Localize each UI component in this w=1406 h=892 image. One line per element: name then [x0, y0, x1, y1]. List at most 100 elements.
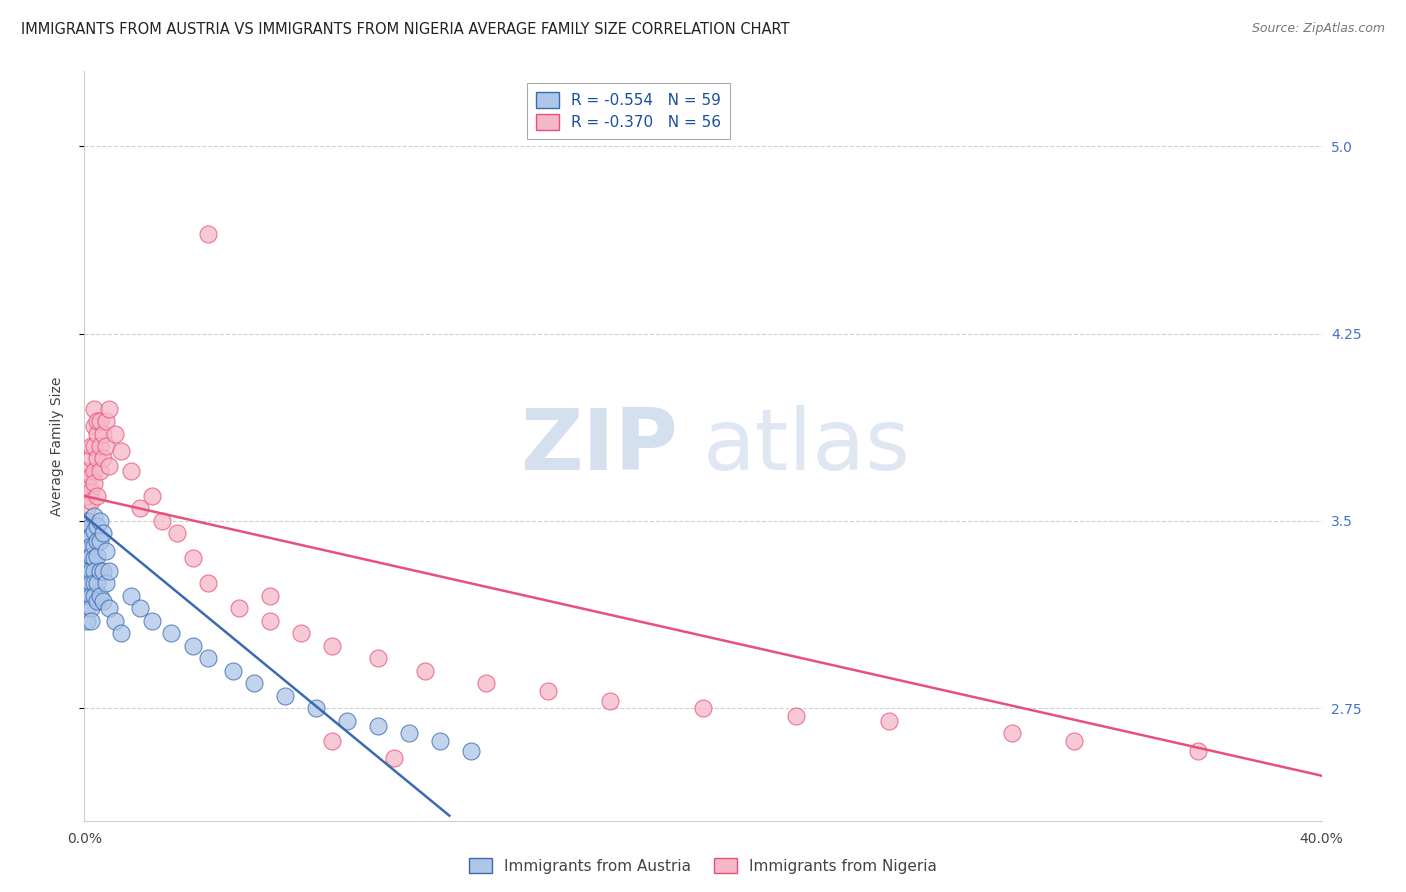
Point	[76, 476, 98, 491]
Point	[79, 614, 101, 628]
Point	[537, 683, 560, 698]
Point	[1187, 744, 1209, 758]
Point	[91, 526, 114, 541]
Legend: R = -0.554   N = 59, R = -0.370   N = 56: R = -0.554 N = 59, R = -0.370 N = 56	[527, 83, 731, 139]
Point	[94, 439, 117, 453]
Legend: Immigrants from Austria, Immigrants from Nigeria: Immigrants from Austria, Immigrants from…	[463, 852, 943, 880]
Point	[79, 589, 101, 603]
Point	[83, 476, 105, 491]
Point	[79, 564, 101, 578]
Point	[305, 701, 328, 715]
Point	[79, 529, 101, 543]
Point	[382, 751, 405, 765]
Point	[98, 401, 121, 416]
Point	[120, 589, 142, 603]
Point	[1063, 733, 1085, 747]
Point	[166, 526, 188, 541]
Point	[83, 508, 105, 523]
Point	[197, 227, 219, 241]
Point	[141, 614, 163, 628]
Point	[160, 626, 183, 640]
Point	[110, 626, 132, 640]
Text: ZIP: ZIP	[520, 404, 678, 488]
Point	[336, 714, 359, 728]
Point	[76, 544, 98, 558]
Point	[83, 464, 105, 478]
Point	[141, 489, 163, 503]
Point	[259, 589, 281, 603]
Text: atlas: atlas	[703, 404, 911, 488]
Point	[150, 514, 173, 528]
Point	[83, 564, 105, 578]
Point	[398, 726, 420, 740]
Point	[79, 483, 101, 498]
Point	[89, 564, 111, 578]
Point	[367, 719, 389, 733]
Point	[86, 489, 108, 503]
Point	[259, 614, 281, 628]
Point	[76, 614, 98, 628]
Point	[475, 676, 498, 690]
Point	[76, 564, 98, 578]
Point	[94, 544, 117, 558]
Point	[76, 514, 98, 528]
Point	[197, 651, 219, 665]
Point	[79, 539, 101, 553]
Point	[228, 601, 250, 615]
Point	[98, 564, 121, 578]
Point	[94, 414, 117, 428]
Point	[86, 451, 108, 466]
Point	[76, 589, 98, 603]
Point	[83, 524, 105, 538]
Point	[83, 551, 105, 566]
Point	[86, 414, 108, 428]
Point	[79, 601, 101, 615]
Point	[104, 426, 127, 441]
Point	[367, 651, 389, 665]
Point	[76, 489, 98, 503]
Y-axis label: Average Family Size: Average Family Size	[49, 376, 63, 516]
Point	[222, 664, 245, 678]
Point	[86, 549, 108, 563]
Point	[94, 576, 117, 591]
Point	[83, 439, 105, 453]
Point	[83, 589, 105, 603]
Point	[89, 533, 111, 548]
Point	[460, 744, 482, 758]
Point	[76, 551, 98, 566]
Point	[129, 501, 152, 516]
Point	[83, 419, 105, 434]
Point	[197, 576, 219, 591]
Point	[76, 464, 98, 478]
Point	[129, 601, 152, 615]
Point	[290, 626, 312, 640]
Point	[785, 708, 807, 723]
Point	[877, 714, 900, 728]
Point	[243, 676, 266, 690]
Point	[91, 564, 114, 578]
Point	[76, 533, 98, 548]
Point	[83, 401, 105, 416]
Point	[76, 576, 98, 591]
Text: IMMIGRANTS FROM AUSTRIA VS IMMIGRANTS FROM NIGERIA AVERAGE FAMILY SIZE CORRELATI: IMMIGRANTS FROM AUSTRIA VS IMMIGRANTS FR…	[21, 22, 790, 37]
Point	[89, 514, 111, 528]
Point	[321, 733, 343, 747]
Point	[89, 589, 111, 603]
Point	[91, 426, 114, 441]
Point	[429, 733, 451, 747]
Point	[76, 601, 98, 615]
Point	[89, 464, 111, 478]
Point	[86, 426, 108, 441]
Point	[79, 576, 101, 591]
Point	[1001, 726, 1024, 740]
Point	[91, 451, 114, 466]
Point	[110, 444, 132, 458]
Point	[79, 439, 101, 453]
Point	[86, 519, 108, 533]
Point	[79, 519, 101, 533]
Text: Source: ZipAtlas.com: Source: ZipAtlas.com	[1251, 22, 1385, 36]
Point	[86, 594, 108, 608]
Point	[83, 539, 105, 553]
Point	[89, 439, 111, 453]
Point	[83, 576, 105, 591]
